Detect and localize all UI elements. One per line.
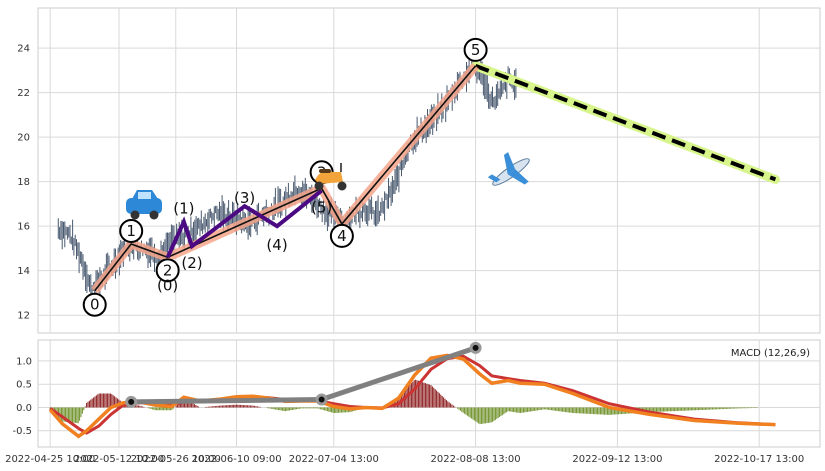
macd-y-tick-label: 0.0	[16, 403, 32, 414]
price-y-tick-label: 12	[17, 311, 30, 322]
scooter-wheel	[337, 181, 347, 191]
wave-line	[94, 65, 477, 292]
macd-connector	[125, 341, 482, 408]
wave-marker	[329, 223, 354, 248]
macd-legend: MACD (12,26,9)	[731, 348, 810, 359]
scooter-icon	[314, 163, 347, 191]
connector-dot	[472, 344, 479, 351]
subwave-label: (5)	[311, 199, 332, 217]
car-body	[126, 198, 162, 214]
airplane-icon	[487, 152, 530, 186]
wave-label: 4	[337, 227, 347, 245]
price-y-tick-label: 20	[17, 133, 30, 144]
macd-y-tick-label: -0.5	[12, 426, 32, 437]
price-y-tick-label: 14	[17, 266, 30, 277]
wave-marker	[82, 292, 107, 317]
subwave-label: (2)	[181, 254, 202, 272]
forecast-line	[474, 64, 777, 182]
macd-y-tick-label: 1.0	[16, 356, 32, 367]
price-y-tick-label: 24	[17, 44, 30, 55]
scooter-body	[315, 171, 343, 184]
connector-dot	[128, 398, 135, 405]
car-wheel	[149, 210, 159, 220]
x-tick-label: 2022-06-10 09:00	[191, 454, 281, 465]
x-tick-label: 2022-10-17 13:00	[714, 454, 804, 465]
price-y-tick-label: 18	[17, 177, 30, 188]
price-grid	[38, 8, 820, 333]
wave-marker	[119, 218, 144, 243]
x-tick-label: 2022-04-25 10:00	[5, 454, 95, 465]
subwave-label: (3)	[234, 189, 255, 207]
wave-label: 0	[90, 296, 100, 314]
wave-marker	[463, 37, 488, 62]
x-tick-label: 2022-05-12 10:00	[74, 454, 164, 465]
price-y-tick-label: 16	[17, 222, 30, 233]
x-tick-label: 2022-09-12 13:00	[572, 454, 662, 465]
x-tick-label: 2022-08-08 13:00	[431, 454, 521, 465]
icon-layer	[126, 152, 530, 220]
forecast-layer	[471, 61, 780, 184]
wave-label: 5	[471, 41, 481, 59]
scooter-seat	[319, 169, 331, 173]
wave-marker	[155, 258, 180, 283]
car-icon	[126, 190, 162, 220]
price-y-tick-label: 22	[17, 88, 30, 99]
subwave-label: (4)	[266, 236, 287, 254]
x-tick-label: 2022-07-04 13:00	[289, 454, 379, 465]
connector-dot	[318, 396, 325, 403]
airplane-wing	[507, 169, 529, 185]
subwave-layer: (0) (1) (2) (3) (4) (5)	[157, 188, 332, 294]
subwave-line	[165, 188, 323, 259]
airplane-wing	[503, 152, 516, 175]
macd-y-ticks: -0.5 0.0 0.5 1.0	[12, 356, 32, 437]
price-y-ticks: 12 14 16 18 20 22 24	[17, 44, 30, 322]
wave-label: 2	[163, 261, 173, 279]
price-panel-frame	[37, 7, 821, 334]
scooter-wheel	[314, 181, 324, 191]
airplane-tail	[487, 174, 501, 183]
car-window	[138, 192, 151, 199]
macd-y-tick-label: 0.5	[16, 380, 32, 391]
car-wheel	[130, 210, 140, 220]
subwave-label: (0)	[157, 276, 178, 294]
subwave-label: (1)	[173, 200, 194, 218]
x-tick-label: 2022-05-26 10:00	[131, 454, 221, 465]
wave-label: 1	[126, 222, 136, 240]
